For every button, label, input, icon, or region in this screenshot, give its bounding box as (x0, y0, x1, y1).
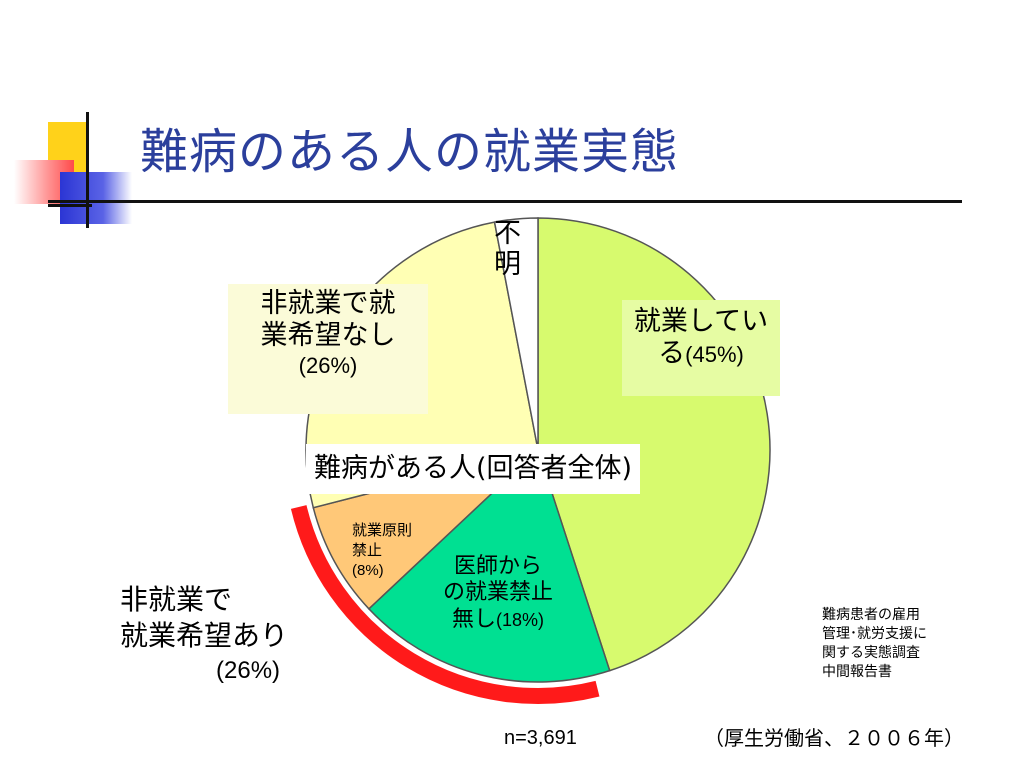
slice-label-working-line1: 就業してい (633, 306, 769, 337)
group-arc-highlight (290, 505, 600, 704)
slice-label-ban-line2: 禁止 (352, 541, 383, 560)
slice-label-no-ban-line3: 無し(18%) (424, 607, 572, 633)
sample-size-label: n=3,691 (504, 727, 577, 749)
footnote: 難病患者の雇用 管理･就労支援に 関する実態調査 中間報告書 (822, 606, 927, 682)
source-citation: （厚生労働省、２００６年） (704, 726, 964, 750)
slice-label-no-wish-percent: (26%) (298, 352, 358, 378)
footnote-line-4: 中間報告書 (822, 663, 892, 680)
group-label-wish: 非就業で 就業希望あり (26%) (120, 582, 288, 686)
slice-label-working-line2-text: る (658, 338, 686, 370)
footnote-line-3: 関する実態調査 (822, 644, 920, 661)
title-underline (48, 200, 962, 203)
slice-label-no-ban-line3-text: 無し (451, 606, 496, 632)
slice-label-ban: 就業原則 禁止 (8%) (352, 520, 412, 581)
slice-label-no-ban-percent: (18%) (496, 609, 545, 630)
pie-slice-1 (367, 448, 611, 683)
chart-center-label: 難病がある人(回答者全体) (306, 444, 641, 494)
slice-label-working-line2: る(45%) (622, 338, 780, 370)
title-decoration-vertical-line (86, 112, 89, 228)
slice-label-no-wish-line1: 非就業で就 (260, 288, 396, 319)
title-decoration-short-line (48, 204, 92, 207)
title-decoration-blue (60, 172, 132, 224)
slice-label-unknown-line1: 不 (494, 218, 521, 249)
slice-label-no-wish: 非就業で就 業希望なし (26%) (228, 284, 428, 414)
footnote-line-2: 管理･就労支援に (822, 625, 927, 642)
group-label-wish-line2: 就業希望あり (120, 619, 289, 653)
slice-label-working: 就業してい る(45%) (622, 300, 780, 396)
slice-label-working-percent: (45%) (685, 342, 744, 368)
slice-label-no-wish-line2: 業希望なし (260, 320, 396, 352)
slice-label-unknown: 不 明 (494, 218, 521, 280)
group-label-wish-line1: 非就業で (120, 583, 233, 616)
slice-label-unknown-line2: 明 (494, 249, 521, 281)
slice-label-no-ban: 医師から の就業禁止 無し(18%) (424, 554, 572, 633)
slice-label-ban-line1: 就業原則 (352, 521, 413, 539)
slice-label-ban-percent: (8%) (352, 561, 384, 579)
slice-label-no-ban-line1: 医師から (453, 554, 542, 579)
group-label-wish-percent: (26%) (216, 656, 281, 684)
slice-label-no-ban-line2: の就業禁止 (442, 580, 553, 606)
slide-title: 難病のある人の就業実態 (140, 124, 680, 180)
pie-slice-4 (493, 217, 539, 451)
footnote-line-1: 難病患者の雇用 (822, 607, 920, 623)
